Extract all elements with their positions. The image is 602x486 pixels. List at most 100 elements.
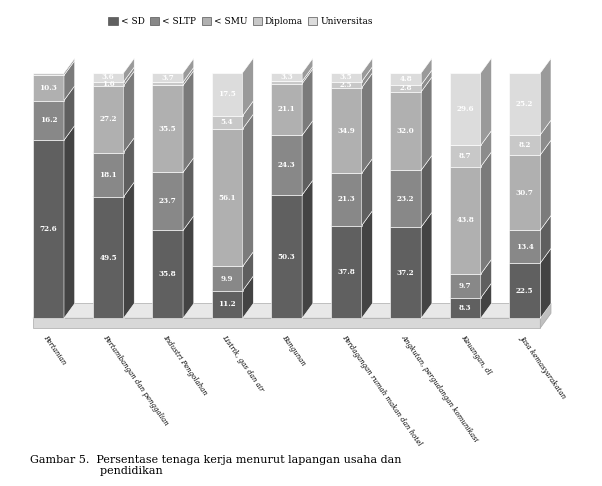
Polygon shape (481, 131, 491, 167)
Text: 9.9: 9.9 (221, 275, 234, 283)
Polygon shape (212, 129, 243, 266)
Polygon shape (509, 73, 540, 135)
Polygon shape (330, 73, 373, 88)
Polygon shape (509, 248, 551, 263)
Text: 56.1: 56.1 (219, 194, 236, 202)
Text: 21.3: 21.3 (337, 195, 355, 204)
Polygon shape (390, 77, 432, 92)
Polygon shape (123, 58, 134, 82)
Text: 3.3: 3.3 (281, 73, 293, 81)
Polygon shape (362, 73, 373, 174)
Polygon shape (33, 125, 75, 140)
Polygon shape (540, 140, 551, 230)
Text: 8.2: 8.2 (518, 141, 531, 149)
Polygon shape (271, 58, 313, 73)
Text: 11.2: 11.2 (219, 300, 236, 309)
Polygon shape (152, 86, 183, 173)
Polygon shape (509, 155, 540, 230)
Polygon shape (540, 304, 551, 328)
Text: 37.8: 37.8 (337, 268, 355, 276)
Polygon shape (93, 86, 123, 153)
Polygon shape (271, 73, 302, 81)
Polygon shape (33, 75, 64, 101)
Polygon shape (33, 140, 64, 318)
Polygon shape (330, 88, 362, 174)
Text: 10.3: 10.3 (40, 84, 57, 92)
Polygon shape (330, 82, 362, 88)
Polygon shape (390, 212, 432, 227)
Polygon shape (123, 67, 134, 86)
Polygon shape (390, 170, 421, 227)
Polygon shape (390, 156, 432, 170)
Text: 3.7: 3.7 (161, 73, 174, 82)
Polygon shape (509, 140, 551, 155)
Polygon shape (271, 195, 302, 318)
Polygon shape (362, 58, 373, 82)
Polygon shape (450, 274, 481, 298)
Polygon shape (183, 68, 194, 86)
Polygon shape (330, 211, 373, 226)
Text: 9.7: 9.7 (459, 282, 471, 290)
Polygon shape (509, 230, 540, 263)
Polygon shape (330, 174, 362, 226)
Polygon shape (362, 67, 373, 88)
Polygon shape (93, 197, 123, 318)
Text: 24.3: 24.3 (278, 161, 296, 169)
Polygon shape (330, 226, 362, 318)
Text: 3.5: 3.5 (340, 73, 353, 81)
Polygon shape (390, 92, 421, 170)
Polygon shape (450, 58, 491, 73)
Polygon shape (450, 145, 481, 167)
Legend: < SD, < SLTP, < SMU, Diploma, Universitas: < SD, < SLTP, < SMU, Diploma, Universita… (105, 14, 377, 30)
Polygon shape (271, 69, 313, 84)
Polygon shape (33, 318, 540, 328)
Polygon shape (212, 266, 243, 291)
Polygon shape (330, 158, 373, 174)
Text: 3.6: 3.6 (102, 73, 114, 82)
Text: 8.3: 8.3 (459, 304, 471, 312)
Polygon shape (152, 216, 194, 230)
Polygon shape (450, 298, 481, 318)
Text: 18.1: 18.1 (99, 171, 117, 179)
Polygon shape (421, 212, 432, 318)
Polygon shape (183, 58, 194, 82)
Text: 22.5: 22.5 (516, 287, 533, 295)
Polygon shape (123, 182, 134, 318)
Polygon shape (212, 252, 253, 266)
Polygon shape (302, 67, 313, 84)
Polygon shape (271, 121, 313, 135)
Polygon shape (243, 58, 253, 116)
Polygon shape (212, 101, 253, 116)
Polygon shape (450, 167, 481, 274)
Polygon shape (33, 61, 75, 75)
Polygon shape (64, 61, 75, 101)
Polygon shape (540, 248, 551, 318)
Polygon shape (93, 73, 123, 82)
Text: 16.2: 16.2 (40, 116, 57, 124)
Polygon shape (271, 135, 302, 195)
Text: 1.6: 1.6 (102, 80, 114, 88)
Polygon shape (302, 180, 313, 318)
Polygon shape (93, 67, 134, 82)
Polygon shape (271, 81, 302, 84)
Polygon shape (183, 157, 194, 230)
Polygon shape (152, 230, 183, 318)
Text: 8.7: 8.7 (459, 152, 471, 160)
Polygon shape (450, 283, 491, 298)
Polygon shape (152, 157, 194, 173)
Polygon shape (302, 58, 313, 81)
Text: 34.9: 34.9 (337, 126, 355, 135)
Text: Gambar 5.  Persentase tenaga kerja menurut lapangan usaha dan
                  : Gambar 5. Persentase tenaga kerja menuru… (30, 455, 402, 476)
Text: 29.6: 29.6 (456, 105, 474, 113)
Polygon shape (509, 263, 540, 318)
Polygon shape (509, 135, 540, 155)
Polygon shape (33, 58, 75, 73)
Polygon shape (540, 58, 551, 135)
Polygon shape (243, 252, 253, 291)
Text: 23.2: 23.2 (397, 194, 415, 203)
Text: 50.3: 50.3 (278, 253, 296, 260)
Polygon shape (481, 283, 491, 318)
Polygon shape (450, 152, 491, 167)
Text: 25.2: 25.2 (516, 100, 533, 108)
Polygon shape (421, 77, 432, 170)
